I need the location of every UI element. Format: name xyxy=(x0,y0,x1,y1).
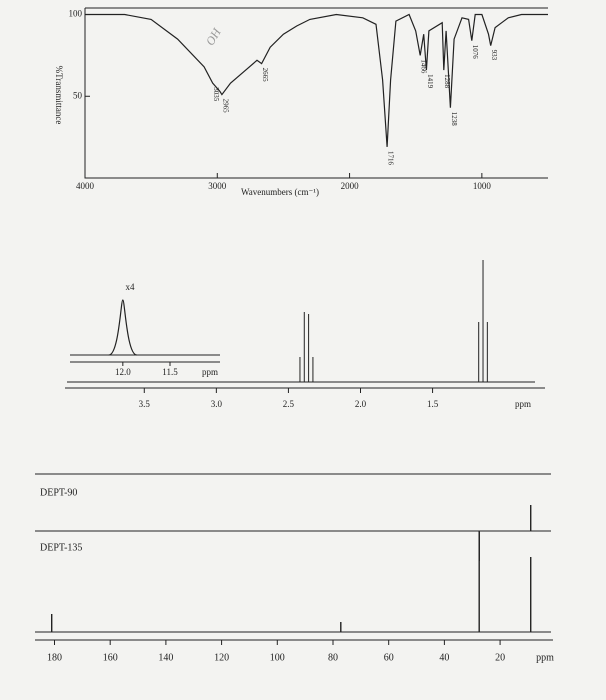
peak-label: 1419 xyxy=(426,74,434,89)
peak-label: 2665 xyxy=(261,68,269,83)
x-axis-label: ppm xyxy=(515,399,531,409)
x-axis-label: ppm xyxy=(536,652,554,663)
inset-scale-label: x4 xyxy=(126,282,136,292)
peak-label: 1238 xyxy=(450,112,458,127)
x-tick-label: 60 xyxy=(384,652,394,663)
trace-label: DEPT-90 xyxy=(40,487,77,498)
x-tick-label: 4000 xyxy=(76,181,95,191)
handwritten-note: OH xyxy=(203,25,224,48)
x-tick-label: 180 xyxy=(47,652,62,663)
y-axis-label: %Transmittance xyxy=(54,66,64,125)
peak-label: 1716 xyxy=(387,151,395,166)
peak-label: 2965 xyxy=(221,99,229,114)
x-tick-label: 100 xyxy=(270,652,285,663)
x-tick-label: 2000 xyxy=(341,181,360,191)
x-tick-label: 2.0 xyxy=(355,399,367,409)
x-tick-label: 1.5 xyxy=(427,399,439,409)
x-tick-label: 40 xyxy=(439,652,449,663)
peak-label: 1288 xyxy=(443,74,451,89)
x-tick-label: 1000 xyxy=(473,181,492,191)
y-tick-label: 100 xyxy=(69,9,83,19)
ir-trace xyxy=(85,13,548,147)
x-tick-label: 3.5 xyxy=(139,399,151,409)
peak-label: 1466 xyxy=(420,59,428,74)
x-tick-label: 140 xyxy=(158,652,173,663)
x-tick-label: 120 xyxy=(214,652,229,663)
inset-x-axis-label: ppm xyxy=(202,367,218,377)
peak-label: 933 xyxy=(490,50,498,61)
peak-label: 3035 xyxy=(212,87,220,102)
x-axis-label: Wavenumbers (cm⁻¹) xyxy=(241,187,319,197)
inset-peak xyxy=(108,299,138,356)
x-tick-label: 2.5 xyxy=(283,399,295,409)
frame xyxy=(84,7,548,179)
y-tick-label: 50 xyxy=(73,90,83,100)
x-tick-label: 20 xyxy=(495,652,505,663)
trace-label: DEPT-135 xyxy=(40,542,82,553)
x-tick-label: 3.0 xyxy=(211,399,223,409)
inset-x-tick-label: 11.5 xyxy=(162,367,178,377)
x-tick-label: 80 xyxy=(328,652,338,663)
peak-label: 1076 xyxy=(471,45,479,60)
x-tick-label: 3000 xyxy=(208,181,227,191)
inset-x-tick-label: 12.0 xyxy=(115,367,131,377)
x-tick-label: 160 xyxy=(103,652,118,663)
